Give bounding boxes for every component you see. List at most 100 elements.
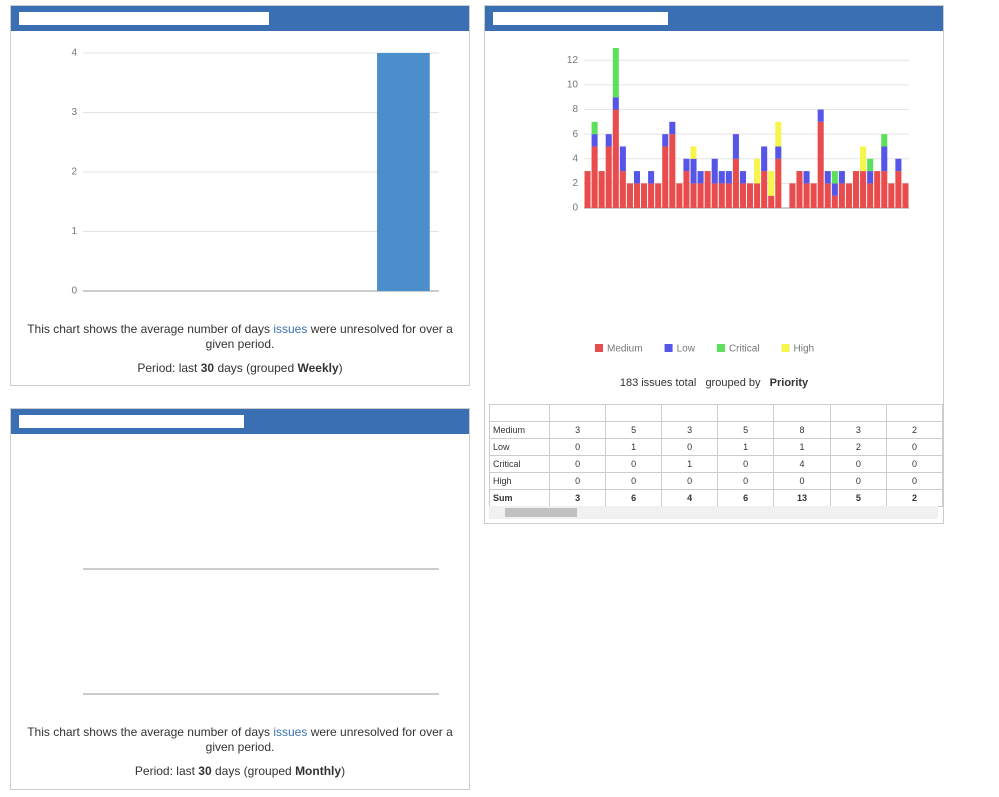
cell: 4: [661, 489, 719, 507]
cell: 4: [773, 455, 831, 473]
bar-segment: [683, 171, 690, 208]
bar-segment: [612, 97, 619, 110]
bar-segment: [747, 183, 754, 208]
bar-segment: [789, 183, 796, 208]
bar-segment: [739, 171, 746, 184]
legend-label: Medium: [607, 344, 643, 355]
bar-segment: [754, 158, 761, 184]
legend-swatch: [595, 344, 603, 352]
title-placeholder: [19, 12, 269, 25]
cell: 0: [605, 455, 663, 473]
table-row: Medium 3 5 3 5 8 3 2: [488, 421, 944, 439]
y-tick-label: 0: [572, 203, 578, 214]
y-tick-label: 0: [71, 286, 77, 297]
cell: 5: [717, 421, 775, 439]
bar-segment: [676, 183, 683, 208]
legend-swatch: [781, 344, 790, 352]
issues-link[interactable]: issues: [273, 322, 308, 336]
cell: 3: [829, 421, 887, 439]
bar-segment: [725, 171, 732, 184]
cell: 2: [829, 438, 887, 456]
issues-link[interactable]: issues: [273, 725, 308, 739]
bar-segment: [655, 183, 662, 208]
cell: 8: [773, 421, 831, 439]
bar-segment: [591, 146, 598, 208]
bar-segment: [810, 183, 817, 208]
panel-header: [485, 6, 943, 31]
bar-segment: [824, 183, 831, 208]
cell: 0: [885, 455, 944, 473]
description: This chart shows the average number of d…: [11, 725, 469, 755]
y-tick-label: 1: [71, 226, 77, 237]
scrollbar[interactable]: [489, 506, 938, 519]
bar-segment: [881, 146, 888, 172]
bar-segment: [867, 158, 874, 172]
group: Weekly: [297, 361, 339, 375]
cell: 2: [885, 489, 944, 507]
bar-segment: [867, 183, 874, 208]
bar-segment: [768, 171, 775, 196]
text: This chart shows the average number of d…: [27, 322, 270, 336]
chart: [83, 568, 439, 695]
description: This chart shows the average number of d…: [11, 322, 469, 352]
bar-segment: [754, 183, 761, 208]
legend-label: Critical: [729, 344, 760, 355]
bar-segment: [852, 171, 860, 208]
cell: 1: [773, 438, 831, 456]
title-placeholder: [19, 415, 244, 428]
cell: 0: [829, 472, 887, 490]
bar-segment: [633, 183, 641, 208]
title-placeholder: [493, 12, 668, 25]
cell: 0: [661, 438, 719, 456]
total: 183 issues total: [619, 377, 697, 389]
bar-segment: [697, 183, 704, 208]
legend-swatch: [664, 344, 673, 352]
cell: 0: [717, 455, 775, 473]
bar-segment: [718, 171, 725, 184]
cell: 1: [605, 438, 663, 456]
bar-segment: [704, 171, 711, 208]
cell: 5: [605, 421, 663, 439]
bar-segment: [768, 195, 775, 208]
y-tick-label: 2: [572, 178, 578, 189]
header-row: [488, 404, 944, 422]
bar-segment: [881, 134, 888, 147]
bar: [377, 53, 430, 291]
bar-segment: [641, 183, 648, 208]
y-tick-label: 4: [71, 48, 77, 59]
bar-segment: [619, 146, 626, 172]
bar-segment: [669, 134, 676, 208]
text: days (grouped: [217, 361, 295, 375]
text: ): [338, 361, 343, 375]
row-label: Critical: [488, 455, 551, 473]
header-cell: [605, 404, 663, 422]
bar-segment: [739, 183, 746, 208]
bar-segment: [690, 183, 697, 208]
bar-segment: [690, 158, 697, 184]
bar-segment: [598, 171, 605, 208]
legend-swatch: [716, 344, 725, 352]
scroll-thumb[interactable]: [505, 508, 577, 517]
bar-segment: [874, 171, 881, 208]
row-label: Medium: [488, 421, 551, 439]
bar-segment: [775, 146, 782, 159]
cell: 0: [773, 472, 831, 490]
bar-segment: [881, 171, 888, 208]
bar-segment: [662, 134, 669, 147]
header-cell: [773, 404, 831, 422]
cell: 0: [829, 455, 887, 473]
bar-segment: [648, 171, 655, 184]
bar-segment: [584, 171, 591, 208]
cell: 5: [829, 489, 887, 507]
bar-segment: [775, 121, 782, 147]
text: were unresolved for over a given period.: [205, 322, 453, 351]
table-row: Sum 3 6 4 6 13 5 2: [488, 489, 944, 507]
bar-segment: [690, 146, 697, 159]
bar-segment: [648, 183, 655, 208]
cell: 0: [549, 438, 607, 456]
y-tick-label: 3: [71, 107, 77, 118]
bar-segment: [867, 171, 874, 184]
panel-header: [11, 6, 469, 31]
text: ): [341, 764, 346, 778]
text: grouped by: [705, 377, 761, 389]
